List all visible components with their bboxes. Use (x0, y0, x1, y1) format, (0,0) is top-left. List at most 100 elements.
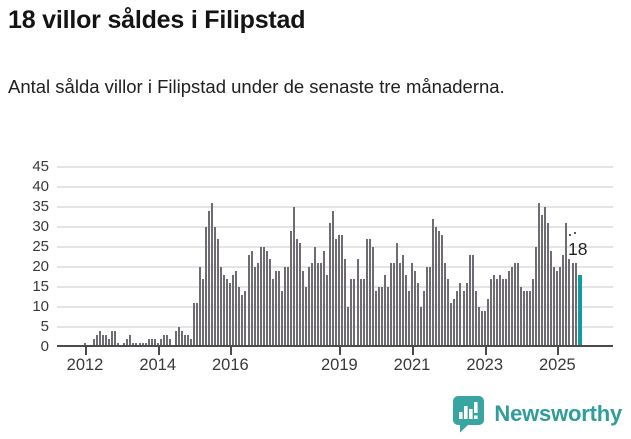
bar (277, 271, 280, 347)
bar (105, 335, 108, 347)
x-axis-label: 2025 (539, 356, 576, 374)
x-axis-tick (412, 347, 415, 355)
bar (474, 291, 477, 347)
bar (574, 263, 577, 347)
x-axis-tick (85, 347, 87, 355)
bar (292, 207, 295, 347)
bar-chart: 0 5 10 15 20 25 30 35 40 45 2012 2014 2016 2019 2021 2… (32, 158, 613, 374)
bar (426, 267, 429, 347)
bar (535, 247, 538, 347)
chart-title: 18 villor såldes i Filipstad (8, 6, 306, 34)
bar (459, 283, 462, 347)
bar (438, 231, 441, 347)
bar (380, 287, 383, 347)
bar (556, 271, 559, 347)
bar (507, 271, 510, 347)
bar (159, 339, 162, 347)
bar (162, 335, 165, 347)
bar (280, 291, 283, 347)
bar (238, 287, 241, 347)
bar (211, 203, 214, 347)
bar (295, 239, 298, 347)
bar (510, 267, 513, 347)
bar (283, 267, 286, 347)
y-axis-label: 45 (32, 158, 49, 175)
bar (344, 259, 347, 347)
y-axis-label: 35 (32, 198, 49, 215)
bar (371, 247, 374, 347)
bar (259, 247, 262, 347)
bar (444, 263, 447, 347)
bar (404, 275, 407, 347)
x-axis-line (57, 345, 613, 347)
bar (383, 275, 386, 347)
bar (513, 263, 516, 347)
gridline (57, 266, 613, 268)
bar (250, 251, 253, 347)
bar (96, 335, 99, 347)
x-axis-tick (484, 347, 487, 355)
bar (368, 239, 371, 347)
bar (465, 283, 468, 347)
bar (489, 279, 492, 347)
bar (241, 295, 244, 347)
y-axis-label: 15 (32, 278, 49, 295)
bar (517, 263, 519, 347)
bar (205, 227, 208, 347)
bar (341, 235, 344, 347)
bar (562, 255, 565, 347)
x-axis-tick (339, 347, 342, 355)
gridline (57, 206, 613, 208)
bar (223, 275, 226, 347)
y-axis-label: 30 (32, 218, 49, 235)
annotation-leader-dots (569, 234, 571, 236)
bar (559, 267, 562, 347)
x-axis-label: 2019 (320, 356, 358, 374)
bar (365, 239, 368, 347)
y-axis-label: 25 (32, 238, 49, 255)
bar (265, 251, 268, 347)
highlighted-bar (577, 275, 582, 347)
brand-name: Newsworthy (494, 401, 622, 426)
bar (401, 255, 404, 347)
bar (329, 223, 332, 347)
bar (374, 291, 377, 347)
bar (208, 211, 211, 347)
x-axis-label: 2012 (66, 356, 104, 374)
bar (568, 259, 571, 347)
bar (126, 339, 129, 347)
bar (480, 311, 483, 347)
bar (520, 287, 523, 347)
bar (441, 235, 444, 347)
bar (114, 331, 117, 347)
bar (398, 263, 401, 347)
bar (389, 263, 392, 347)
bar (407, 291, 410, 347)
bar (235, 271, 238, 347)
bar (453, 299, 456, 347)
bar (347, 307, 350, 347)
bar (168, 339, 171, 347)
bar (544, 207, 547, 347)
bar (504, 279, 507, 347)
logo-bar-2 (464, 406, 469, 419)
bar (323, 251, 326, 347)
bar (217, 239, 220, 347)
bar (202, 279, 205, 347)
gridline (57, 226, 613, 228)
bar (108, 339, 111, 347)
bar (174, 331, 177, 347)
bar (435, 227, 438, 347)
bar (102, 335, 105, 347)
bar (532, 279, 535, 347)
bar (523, 291, 526, 347)
bar (547, 223, 550, 347)
bar (93, 339, 96, 347)
bar (99, 331, 102, 347)
bar (432, 219, 435, 347)
bar (386, 287, 389, 347)
bar (356, 259, 359, 347)
bar (262, 247, 265, 347)
gridline (57, 186, 613, 188)
